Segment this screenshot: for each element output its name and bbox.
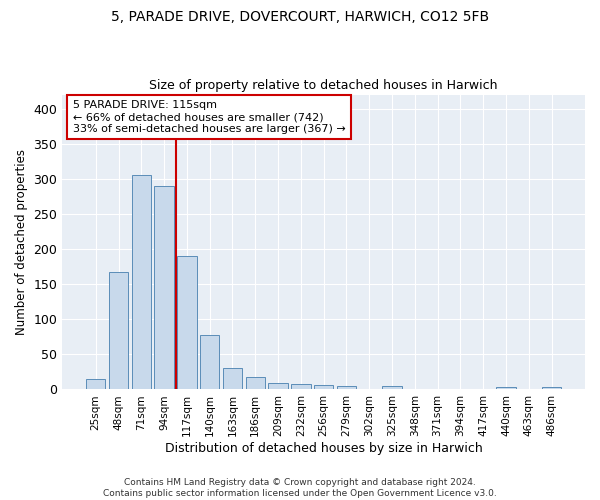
Bar	[496, 388, 515, 390]
Bar	[337, 386, 356, 390]
Bar	[177, 256, 197, 390]
Bar	[268, 383, 288, 390]
Bar	[542, 388, 561, 390]
Bar	[109, 272, 128, 390]
X-axis label: Distribution of detached houses by size in Harwich: Distribution of detached houses by size …	[165, 442, 482, 455]
Text: 5, PARADE DRIVE, DOVERCOURT, HARWICH, CO12 5FB: 5, PARADE DRIVE, DOVERCOURT, HARWICH, CO…	[111, 10, 489, 24]
Bar	[223, 368, 242, 390]
Y-axis label: Number of detached properties: Number of detached properties	[15, 149, 28, 335]
Title: Size of property relative to detached houses in Harwich: Size of property relative to detached ho…	[149, 79, 498, 92]
Bar	[200, 336, 220, 390]
Bar	[382, 386, 402, 390]
Bar	[314, 385, 334, 390]
Text: Contains HM Land Registry data © Crown copyright and database right 2024.
Contai: Contains HM Land Registry data © Crown c…	[103, 478, 497, 498]
Text: 5 PARADE DRIVE: 115sqm
← 66% of detached houses are smaller (742)
33% of semi-de: 5 PARADE DRIVE: 115sqm ← 66% of detached…	[73, 100, 346, 134]
Bar	[86, 379, 106, 390]
Bar	[154, 186, 174, 390]
Bar	[291, 384, 311, 390]
Bar	[131, 176, 151, 390]
Bar	[245, 377, 265, 390]
